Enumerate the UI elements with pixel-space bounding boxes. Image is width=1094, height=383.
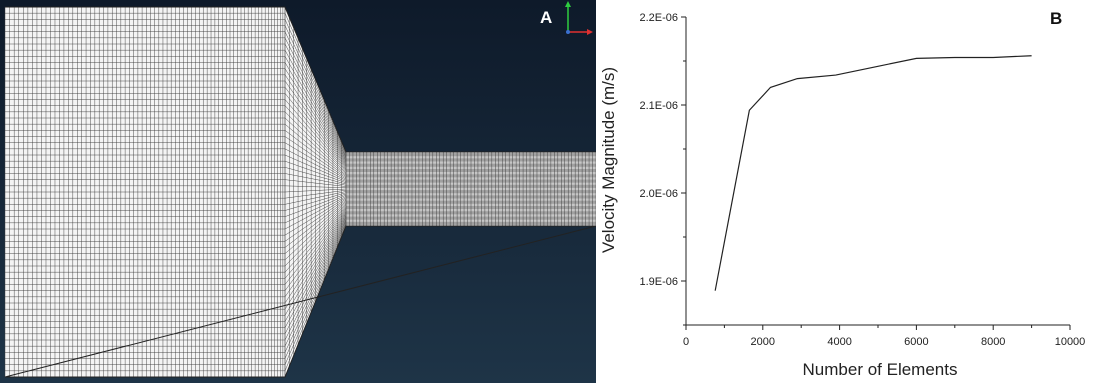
chart: 0 2000 4000 6000 8000 10000 1.9E-06 2.0E-06 2.1E…: [599, 12, 1085, 379]
y-tick-label: 2.2E-06: [639, 12, 678, 24]
mesh-panel: A: [0, 0, 596, 383]
y-tick-label: 2.1E-06: [639, 100, 678, 112]
x-tick-label: 8000: [981, 336, 1005, 348]
x-tick-label: 0: [683, 336, 689, 348]
chart-series: [714, 55, 1032, 291]
x-axis-label: Number of Elements: [803, 360, 958, 379]
mesh-outline: [4, 6, 596, 378]
series-line: [714, 55, 1032, 291]
mesh-view: [0, 0, 596, 383]
panel-label-a: A: [540, 8, 553, 27]
chart-ticks: [681, 16, 1071, 330]
panel-label-b: B: [1050, 9, 1063, 28]
x-tick-label: 6000: [904, 336, 928, 348]
x-tick-label: 2000: [751, 336, 775, 348]
x-tick-label: 10000: [1055, 336, 1086, 348]
chart-panel: 0 2000 4000 6000 8000 10000 1.9E-06 2.0E-06 2.1E…: [596, 0, 1094, 383]
chart-axes: [685, 17, 1070, 326]
y-axis-label: Velocity Magnitude (m/s): [599, 67, 618, 253]
x-tick-label: 4000: [827, 336, 851, 348]
y-tick-label: 2.0E-06: [639, 188, 678, 200]
mesh-grid: [4, 6, 596, 378]
y-tick-label: 1.9E-06: [639, 276, 678, 288]
chart-tick-labels: 0 2000 4000 6000 8000 10000 1.9E-06 2.0E-06 2.1E…: [639, 12, 1085, 348]
axis-triad-icon: [565, 1, 593, 35]
